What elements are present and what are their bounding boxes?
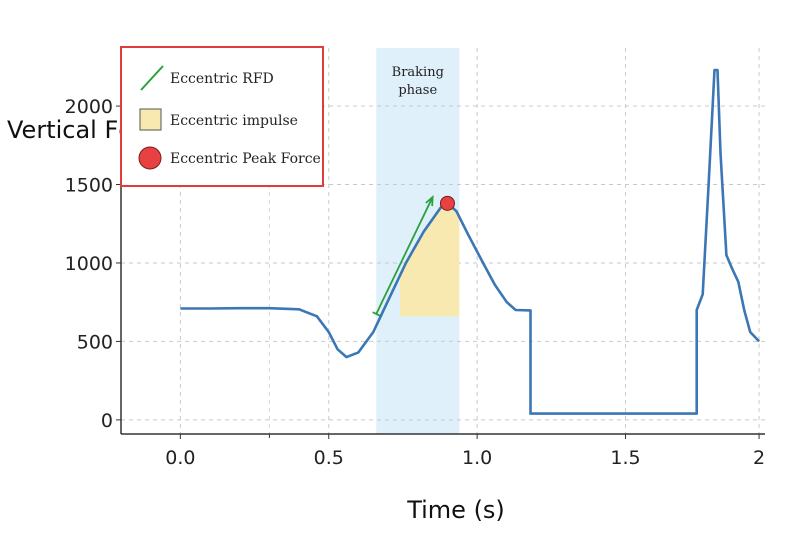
legend-peak-symbol bbox=[138, 146, 162, 170]
y-tick-label: 500 bbox=[77, 331, 113, 353]
force-series-line bbox=[180, 68, 761, 415]
y-ticks: 0 500 1000 1500 2000 bbox=[65, 96, 121, 432]
legend-label-peak: Eccentric Peak Force bbox=[170, 151, 321, 167]
braking-phase-label-line2: phase bbox=[398, 83, 437, 98]
eccentric-impulse-area bbox=[399, 203, 460, 317]
eccentric-rfd-start-cap bbox=[372, 311, 381, 317]
eccentric-peak-force-point bbox=[439, 195, 455, 211]
legend-label-impulse: Eccentric impulse bbox=[170, 113, 298, 129]
x-tick-label: 1.0 bbox=[462, 447, 492, 469]
legend-label-rfd: Eccentric RFD bbox=[170, 71, 274, 87]
x-tick-label: 2 bbox=[753, 447, 765, 469]
eccentric-rfd-arrowhead bbox=[425, 194, 434, 207]
y-tick-label: 1500 bbox=[65, 175, 113, 197]
x-ticks: 0.0 0.5 1.0 1.5 2 bbox=[165, 434, 765, 469]
eccentric-rfd-line bbox=[375, 196, 434, 315]
x-tick-label: 0.0 bbox=[165, 447, 195, 469]
x-axis-title: Time (s) bbox=[406, 496, 505, 524]
y-tick-label: 1000 bbox=[65, 253, 113, 275]
legend-rfd-symbol bbox=[140, 65, 164, 91]
y-axis-title: Vertical Fc bbox=[7, 116, 131, 144]
x-tick-label: 0.5 bbox=[314, 447, 344, 469]
legend-impulse-symbol bbox=[139, 108, 162, 131]
legend: Eccentric RFD Eccentric impulse Eccentri… bbox=[120, 46, 324, 187]
y-tick-label: 0 bbox=[101, 410, 113, 432]
braking-phase-label-line1: Braking bbox=[392, 65, 444, 80]
x-tick-label: 1.5 bbox=[610, 447, 640, 469]
y-tick-label: 2000 bbox=[65, 96, 113, 118]
